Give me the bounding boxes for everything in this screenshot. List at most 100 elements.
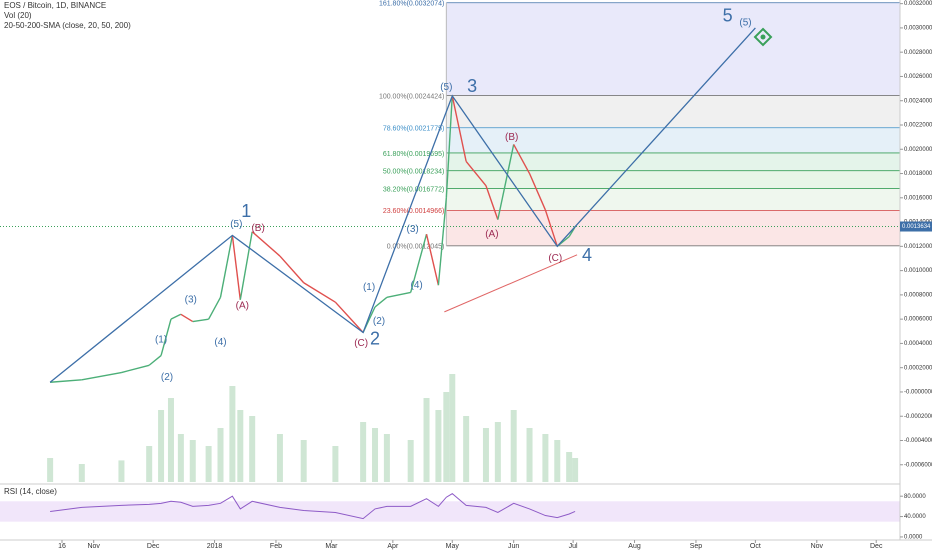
wave-label: (3)	[185, 294, 197, 305]
y-tick-label: -0.0000000	[904, 390, 932, 396]
volume-bar	[189, 440, 196, 482]
price-segment	[279, 255, 305, 284]
wave-label: (5)	[739, 18, 751, 29]
price-segment	[180, 313, 194, 323]
wave-label: 2	[370, 329, 380, 349]
chart-title: EOS / Bitcoin, 1D, BINANCE	[4, 1, 106, 10]
y-tick-label: 0.0026000	[904, 74, 932, 80]
x-tick-label: Apr	[387, 543, 399, 550]
wave-label: 5	[723, 6, 733, 26]
y-tick-label: 0.0004000	[904, 341, 932, 347]
rsi-tick-label: 0.0000	[904, 535, 923, 541]
volume-bar	[78, 464, 85, 482]
volume-bar	[372, 428, 379, 482]
volume-bar	[146, 446, 153, 482]
fib-band	[446, 170, 900, 189]
y-tick-label: 0.0010000	[904, 268, 932, 274]
price-segment	[497, 144, 515, 220]
price-segment	[251, 231, 281, 257]
y-tick-label: 0.0022000	[904, 123, 932, 129]
volume-bar	[237, 410, 244, 482]
price-segment	[303, 282, 336, 303]
volume-bar	[463, 416, 470, 482]
volume-bar	[167, 398, 174, 482]
wave-label: (1)	[155, 334, 167, 345]
wave-label: (3)	[407, 224, 419, 235]
volume-bar	[494, 422, 501, 482]
price-segment	[219, 235, 234, 298]
rsi-tick-label: 80.0000	[904, 494, 926, 500]
volume-bar	[177, 434, 184, 482]
wave-label: (C)	[354, 338, 368, 349]
wave-label: (B)	[251, 223, 264, 234]
volume-bar	[383, 434, 390, 482]
volume-bar	[407, 440, 414, 482]
wave-label: (2)	[161, 372, 173, 383]
price-segment	[192, 318, 209, 323]
price-segment	[148, 355, 162, 366]
price-segment	[513, 144, 531, 174]
price-segment	[334, 301, 364, 333]
price-segment	[544, 209, 558, 247]
y-tick-label: -0.0002000	[904, 414, 932, 420]
y-tick-label: 0.0018000	[904, 171, 932, 177]
subtitle: Vol (20)	[4, 11, 32, 20]
x-tick-label: Dec	[870, 543, 883, 550]
x-tick-label: May	[446, 543, 460, 550]
volume-bar	[566, 452, 573, 482]
volume-bar	[205, 446, 212, 482]
wave-label: 3	[467, 76, 477, 96]
volume-bar	[118, 460, 125, 482]
volume-bar	[249, 416, 256, 482]
y-tick-label: 0.0024000	[904, 98, 932, 104]
volume-bar	[423, 398, 430, 482]
price-segment	[528, 173, 547, 211]
fib-band	[446, 127, 900, 153]
volume-bar	[158, 410, 165, 482]
y-tick-label: 0.0032000	[904, 1, 932, 7]
fib-band	[446, 152, 900, 171]
volume-bar	[435, 410, 442, 482]
y-tick-label: 0.0020000	[904, 147, 932, 153]
x-tick-label: Oct	[750, 543, 761, 550]
fib-band	[446, 210, 900, 246]
price-segment	[451, 95, 467, 162]
wave-label: (5)	[440, 82, 452, 93]
fib-band	[446, 188, 900, 211]
wave-label: (2)	[373, 316, 385, 327]
price-segment	[239, 231, 253, 300]
rsi-tick-label: 40.0000	[904, 514, 926, 520]
price-segment	[121, 364, 150, 374]
wave-label: (4)	[411, 280, 423, 291]
x-tick-label: Nov	[811, 543, 824, 550]
price-segment	[207, 296, 222, 320]
price-segment	[50, 379, 82, 383]
price-segment	[445, 95, 453, 198]
x-tick-label: Dec	[147, 543, 160, 550]
wave-label: (A)	[485, 229, 498, 240]
volume-bar	[360, 422, 367, 482]
price-segment	[170, 313, 182, 320]
wave-label: 4	[582, 245, 592, 265]
volume-bar	[229, 386, 236, 482]
rsi-line	[50, 493, 576, 520]
price-segment	[410, 234, 428, 293]
x-tick-label: 16	[58, 543, 66, 550]
volume-bar	[47, 458, 54, 482]
fib-label: 23.60%(0.0014966)	[383, 208, 445, 215]
price-segment	[386, 291, 411, 298]
fib-label: 0.00%(0.0012045)	[387, 244, 445, 251]
y-tick-label: 0.0028000	[904, 50, 932, 56]
x-tick-label: Nov	[87, 543, 100, 550]
y-tick-label: -0.0006000	[904, 462, 932, 468]
fib-band	[446, 95, 900, 128]
price-segment	[465, 160, 487, 187]
fib-band	[446, 2, 900, 96]
fib-label: 161.80%(0.0032074)	[379, 1, 444, 8]
wave-label: (B)	[505, 132, 518, 143]
x-tick-label: Mar	[325, 543, 338, 550]
volume-bar	[526, 428, 533, 482]
x-tick-label: Jun	[508, 543, 519, 550]
wave-label: 1	[241, 201, 251, 221]
